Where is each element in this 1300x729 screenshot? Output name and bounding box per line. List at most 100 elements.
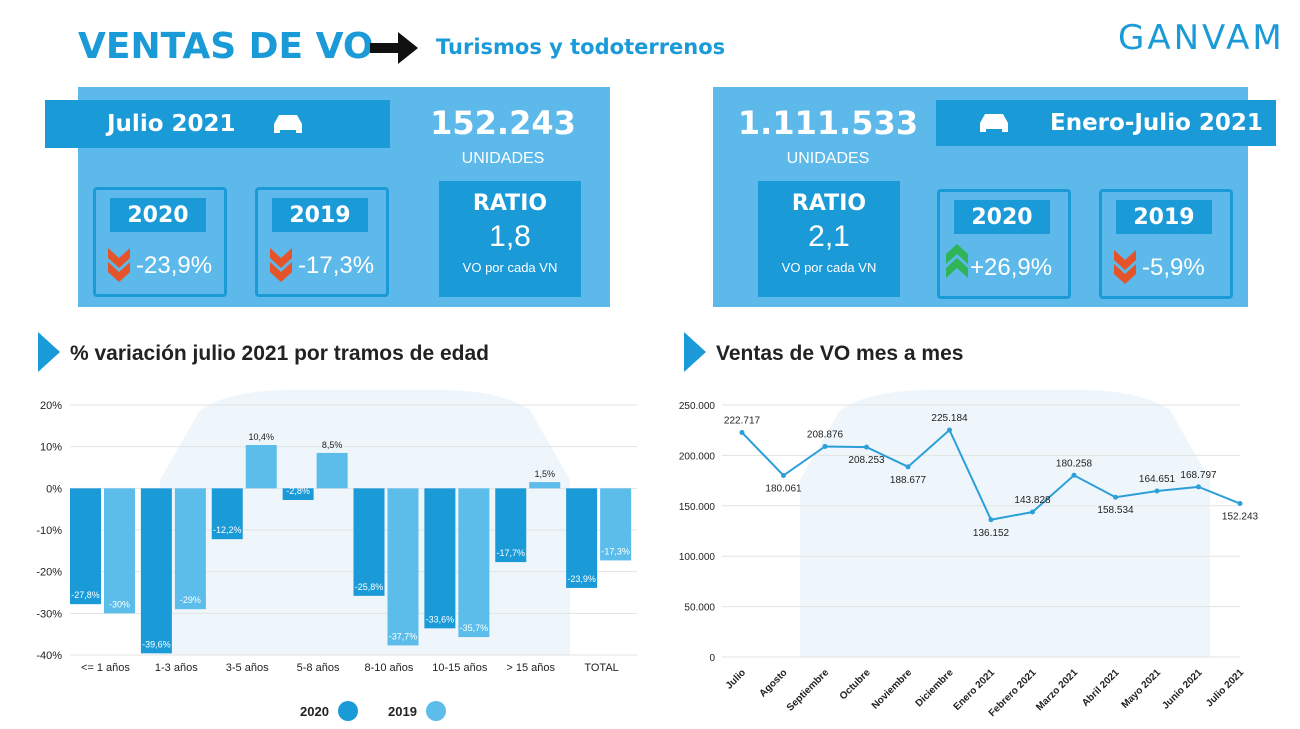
ratio-value: 1,8 bbox=[489, 220, 531, 253]
value-label: 222.717 bbox=[724, 416, 761, 427]
point bbox=[947, 427, 952, 433]
chart-title: Ventas de VO mes a mes bbox=[716, 342, 963, 365]
title: VENTAS DE VO bbox=[78, 26, 374, 67]
value-label: 225.184 bbox=[931, 413, 968, 424]
year: 2019 bbox=[1116, 200, 1212, 234]
bar bbox=[282, 488, 314, 500]
y-tick-label: 50.000 bbox=[684, 603, 715, 614]
legend-label: 2020 bbox=[300, 704, 329, 719]
x-tick-label: 3-5 años bbox=[226, 662, 269, 674]
ratio-box: RATIO 2,1 VO por cada VN bbox=[758, 181, 900, 297]
y-tick-label: -10% bbox=[36, 525, 62, 537]
car-icon bbox=[980, 114, 1008, 132]
legend-marker bbox=[426, 701, 446, 721]
x-tick-label: Septiembre bbox=[785, 667, 832, 714]
point bbox=[1237, 501, 1243, 507]
value-label: -39,6% bbox=[142, 639, 171, 649]
car-watermark bbox=[800, 390, 1210, 657]
x-tick-label: Enero 2021 bbox=[952, 667, 998, 713]
x-tick-label: Marzo 2021 bbox=[1034, 667, 1080, 713]
bar bbox=[600, 488, 632, 561]
y-tick-label: 20% bbox=[40, 400, 62, 412]
change: -17,3% bbox=[298, 252, 375, 279]
y-tick-label: 200.000 bbox=[679, 451, 716, 462]
subtitle: Turismos y todoterrenos bbox=[436, 35, 726, 59]
period-band: Julio 2021 bbox=[45, 100, 390, 148]
comparison: 2020 +26,9% bbox=[937, 189, 1071, 299]
year: 2020 bbox=[954, 200, 1050, 234]
point bbox=[1196, 484, 1201, 490]
bar bbox=[174, 488, 206, 610]
value-label: -29% bbox=[180, 595, 201, 605]
value-label: 143.828 bbox=[1014, 495, 1051, 506]
value-label: 10,4% bbox=[248, 432, 274, 442]
ratio-box: RATIO 1,8 VO por cada VN bbox=[439, 181, 581, 297]
point bbox=[739, 430, 745, 436]
point bbox=[905, 464, 911, 470]
x-tick-label: Diciembre bbox=[914, 667, 956, 709]
section-marker bbox=[684, 332, 706, 372]
point bbox=[1113, 494, 1118, 500]
down-icon bbox=[270, 248, 292, 282]
y-tick-label: 0% bbox=[46, 483, 62, 495]
arrow-icon bbox=[370, 32, 418, 64]
bar bbox=[424, 488, 456, 629]
y-tick-label: 100.000 bbox=[679, 552, 716, 563]
bar bbox=[104, 488, 135, 614]
up-icon bbox=[946, 244, 968, 278]
x-tick-label: 8-10 años bbox=[364, 662, 413, 674]
change: -23,9% bbox=[136, 252, 213, 279]
value-label: 136.152 bbox=[973, 528, 1010, 539]
value-label: 164.651 bbox=[1139, 474, 1176, 485]
value-label: -33,6% bbox=[426, 614, 455, 624]
value-label: -17,7% bbox=[496, 548, 525, 558]
value-label: -17,3% bbox=[601, 546, 630, 556]
point bbox=[864, 444, 869, 450]
bar bbox=[566, 488, 598, 588]
value-label: 152.243 bbox=[1222, 512, 1259, 523]
point bbox=[781, 472, 786, 478]
period-band: Enero-Julio 2021 bbox=[936, 100, 1276, 146]
ratio-label: RATIO bbox=[472, 191, 548, 216]
bar bbox=[140, 488, 172, 654]
point bbox=[988, 517, 994, 523]
value-label: -27,8% bbox=[71, 590, 100, 600]
car-icon bbox=[273, 115, 302, 133]
x-tick-label: 1-3 años bbox=[155, 662, 198, 674]
point bbox=[822, 443, 828, 449]
value-label: -37,7% bbox=[389, 631, 418, 641]
change: +26,9% bbox=[970, 254, 1053, 281]
comparison: 2020 -23,9% bbox=[93, 187, 227, 297]
period: Enero-Julio 2021 bbox=[1050, 110, 1263, 136]
x-tick-label: TOTAL bbox=[584, 662, 618, 674]
ratio-label: RATIO bbox=[791, 191, 867, 216]
point bbox=[1071, 472, 1077, 478]
x-tick-label: Agosto bbox=[757, 667, 789, 699]
unit: UNIDADES bbox=[786, 150, 870, 167]
x-tick-label: > 15 años bbox=[506, 662, 555, 674]
value-label: -35,7% bbox=[460, 623, 489, 633]
value-label: -12,2% bbox=[213, 525, 242, 535]
value-label: 1,5% bbox=[534, 469, 555, 479]
total: 1.111.533 bbox=[737, 104, 919, 142]
value-label: 208.876 bbox=[807, 429, 844, 440]
value-label: -25,8% bbox=[355, 582, 384, 592]
bar bbox=[458, 488, 490, 638]
value-label: 158.534 bbox=[1097, 505, 1134, 516]
bar bbox=[387, 488, 419, 646]
period: Julio 2021 bbox=[107, 111, 236, 137]
year: 2020 bbox=[110, 198, 206, 232]
x-tick-label: Mayo 2021 bbox=[1120, 667, 1164, 711]
x-tick-label: Octubre bbox=[838, 667, 873, 702]
y-tick-label: 10% bbox=[40, 442, 62, 454]
x-tick-label: 5-8 años bbox=[297, 662, 340, 674]
comparison: 2019 -17,3% bbox=[255, 187, 389, 297]
section-marker bbox=[38, 332, 60, 372]
value-label: 208.253 bbox=[848, 455, 885, 466]
x-tick-label: Noviembre bbox=[870, 667, 915, 712]
bar bbox=[245, 445, 277, 489]
bar bbox=[529, 482, 561, 489]
x-tick-label: Julio 2021 bbox=[1204, 667, 1246, 709]
